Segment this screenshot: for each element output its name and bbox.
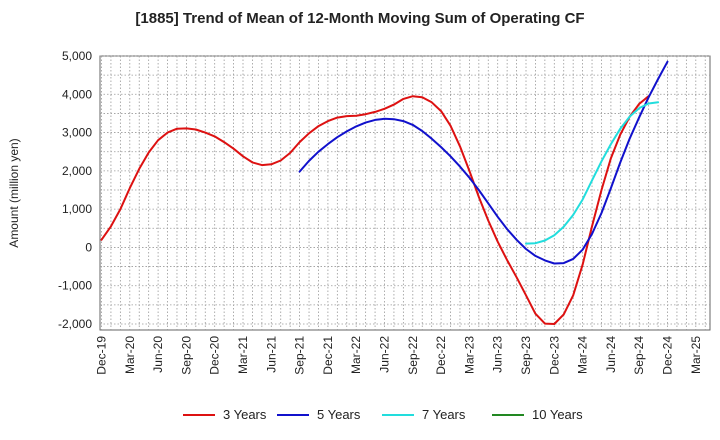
y-tick-label: 1,000 (62, 202, 92, 216)
x-tick-label: Sep-24 (632, 336, 646, 375)
y-tick-label: 5,000 (62, 49, 92, 63)
legend: 3 Years 5 Years 7 Years 10 Years (183, 407, 583, 422)
x-tick-label: Dec-20 (208, 336, 222, 375)
legend-label-10-years: 10 Years (532, 407, 583, 422)
y-tick-label: 2,000 (62, 164, 92, 178)
x-tick-label: Dec-24 (661, 336, 675, 375)
x-tick-label: Mar-25 (689, 336, 703, 374)
x-tick-label: Sep-20 (179, 336, 193, 375)
plot-area (99, 55, 711, 331)
x-tick-label: Mar-22 (349, 336, 363, 374)
x-tick-label: Dec-23 (547, 336, 561, 375)
x-tick-label: Jun-20 (151, 336, 165, 373)
x-tick-label: Mar-20 (123, 336, 137, 374)
x-tick-label: Dec-19 (95, 336, 109, 375)
y-axis-label: Amount (million yen) (7, 138, 21, 247)
x-tick-label: Mar-23 (462, 336, 476, 374)
x-tick-label: Jun-23 (491, 336, 505, 373)
x-tick-label: Dec-22 (434, 336, 448, 375)
x-tick-label: Mar-24 (576, 336, 590, 374)
x-tick-label: Sep-21 (293, 336, 307, 375)
chart-title: [1885] Trend of Mean of 12-Month Moving … (135, 10, 585, 27)
grid-lines (100, 55, 710, 330)
series-line-7-years (525, 101, 660, 245)
y-tick-label: -1,000 (58, 279, 92, 293)
y-tick-label: -2,000 (58, 317, 92, 331)
x-tick-label: Sep-22 (406, 336, 420, 375)
x-tick-label: Dec-21 (321, 336, 335, 375)
y-tick-label: 3,000 (62, 126, 92, 140)
y-tick-label: 0 (85, 240, 92, 254)
x-tick-label: Mar-21 (236, 336, 250, 374)
x-tick-label: Sep-23 (519, 336, 533, 375)
x-axis-ticks: Dec-19 Mar-20 Jun-20 Sep-20 Dec-20 Mar-21 Jun-… (95, 336, 703, 375)
legend-label-7-years: 7 Years (422, 407, 466, 422)
x-tick-label: Jun-21 (264, 336, 278, 373)
y-axis-ticks: 5,000 4,000 3,000 2,000 1,000 0 -1,000 -2,000 (58, 49, 92, 331)
x-tick-label: Jun-22 (378, 336, 392, 373)
legend-label-3-years: 3 Years (223, 407, 267, 422)
x-tick-label: Jun-24 (604, 336, 618, 373)
y-tick-label: 4,000 (62, 87, 92, 101)
series-lines (100, 60, 669, 325)
series-line-3-years (100, 95, 650, 325)
legend-label-5-years: 5 Years (317, 407, 361, 422)
series-line-5-years (298, 60, 669, 265)
